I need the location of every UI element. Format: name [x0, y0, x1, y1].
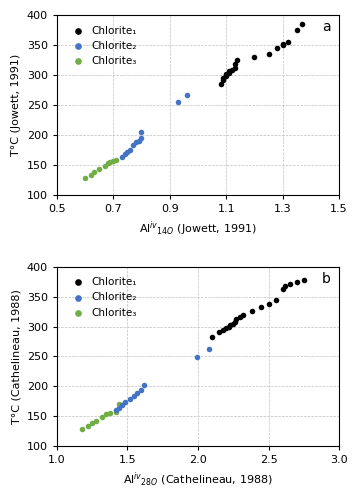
Chlorite₁	[229, 66, 235, 74]
Text: a: a	[322, 20, 331, 34]
Chlorite₁	[280, 285, 285, 293]
Chlorite₂	[141, 381, 147, 389]
Chlorite₃	[111, 157, 116, 165]
Chlorite₁	[258, 304, 264, 312]
Chlorite₁	[266, 50, 271, 58]
Chlorite₂	[175, 98, 181, 106]
Chlorite₂	[139, 386, 144, 394]
Chlorite₂	[184, 90, 190, 98]
Chlorite₂	[122, 398, 127, 406]
Chlorite₁	[228, 322, 233, 330]
Chlorite₁	[294, 26, 300, 34]
Chlorite₁	[220, 326, 226, 334]
Chlorite₁	[294, 278, 300, 285]
Chlorite₁	[274, 44, 280, 52]
Chlorite₁	[223, 70, 229, 78]
X-axis label: Al$^{iv}$$_{14O}$ (Jowett, 1991): Al$^{iv}$$_{14O}$ (Jowett, 1991)	[139, 219, 257, 238]
Chlorite₁	[266, 300, 271, 308]
Chlorite₁	[232, 64, 238, 72]
Chlorite₂	[131, 392, 137, 400]
X-axis label: Al$^{iv}$$_{28O}$ (Cathelineau, 1988): Al$^{iv}$$_{28O}$ (Cathelineau, 1988)	[123, 470, 273, 489]
Chlorite₃	[108, 158, 113, 166]
Chlorite₂	[119, 402, 125, 409]
Legend: Chlorite₁, Chlorite₂, Chlorite₃: Chlorite₁, Chlorite₂, Chlorite₃	[62, 272, 142, 322]
Chlorite₁	[287, 280, 293, 288]
Chlorite₁	[233, 316, 239, 324]
Legend: Chlorite₁, Chlorite₂, Chlorite₃: Chlorite₁, Chlorite₂, Chlorite₃	[62, 20, 142, 71]
Chlorite₁	[223, 324, 229, 332]
Chlorite₁	[232, 318, 238, 326]
Chlorite₂	[119, 153, 125, 161]
Chlorite₁	[232, 60, 238, 68]
Chlorite₁	[301, 276, 307, 284]
Chlorite₁	[249, 307, 255, 315]
Chlorite₂	[139, 128, 144, 136]
Chlorite₂	[206, 345, 212, 353]
Chlorite₁	[223, 71, 229, 79]
Chlorite₃	[99, 414, 105, 422]
Chlorite₁	[223, 72, 229, 80]
Chlorite₁	[280, 41, 285, 49]
Chlorite₂	[116, 404, 122, 412]
Chlorite₁	[220, 76, 226, 84]
Chlorite₁	[299, 20, 305, 28]
Y-axis label: T°C (Cathelineau, 1988): T°C (Cathelineau, 1988)	[11, 289, 21, 424]
Chlorite₂	[133, 138, 139, 146]
Chlorite₃	[96, 166, 102, 173]
Chlorite₁	[218, 80, 223, 88]
Chlorite₂	[139, 134, 144, 141]
Chlorite₃	[105, 160, 111, 168]
Chlorite₃	[113, 408, 119, 416]
Chlorite₂	[113, 406, 119, 413]
Chlorite₃	[116, 400, 122, 408]
Chlorite₃	[85, 422, 91, 430]
Chlorite₁	[280, 40, 285, 48]
Chlorite₁	[209, 332, 215, 340]
Chlorite₃	[102, 162, 108, 170]
Chlorite₃	[88, 171, 94, 179]
Chlorite₁	[230, 320, 236, 328]
Chlorite₃	[108, 408, 113, 416]
Chlorite₂	[194, 353, 199, 361]
Chlorite₁	[226, 68, 232, 76]
Chlorite₁	[283, 282, 288, 290]
Chlorite₁	[237, 313, 243, 321]
Chlorite₁	[220, 74, 226, 82]
Chlorite₁	[226, 68, 232, 76]
Chlorite₃	[93, 417, 99, 425]
Chlorite₃	[89, 420, 95, 428]
Chlorite₃	[103, 410, 109, 418]
Chlorite₁	[226, 322, 232, 330]
Chlorite₂	[127, 396, 133, 404]
Chlorite₂	[136, 136, 141, 144]
Chlorite₂	[122, 150, 127, 158]
Chlorite₁	[285, 38, 291, 46]
Chlorite₂	[125, 148, 130, 156]
Chlorite₁	[234, 56, 240, 64]
Chlorite₁	[252, 53, 257, 61]
Chlorite₂	[130, 141, 136, 149]
Chlorite₁	[240, 310, 246, 318]
Chlorite₃	[90, 168, 96, 176]
Chlorite₃	[79, 425, 85, 433]
Y-axis label: T°C (Jowett, 1991): T°C (Jowett, 1991)	[11, 54, 21, 156]
Chlorite₃	[113, 156, 119, 164]
Chlorite₂	[127, 146, 133, 154]
Chlorite₁	[216, 328, 222, 336]
Chlorite₂	[134, 390, 140, 398]
Chlorite₁	[273, 296, 279, 304]
Text: b: b	[322, 272, 331, 286]
Chlorite₃	[82, 174, 88, 182]
